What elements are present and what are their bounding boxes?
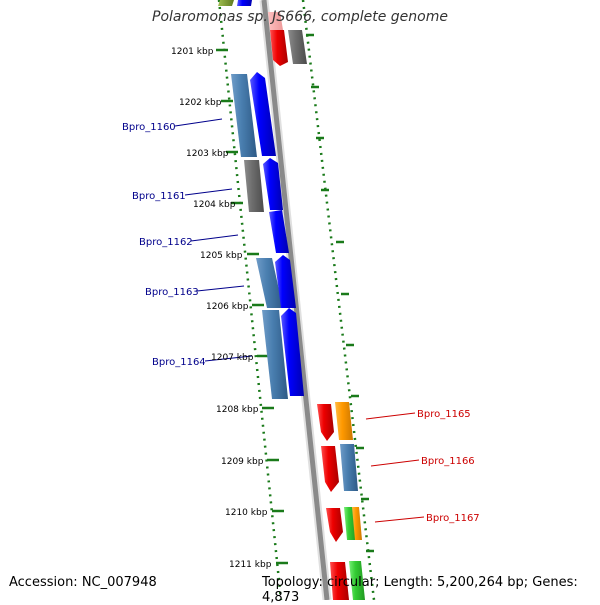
gene-label-bpro-1167: Bpro_1167 — [426, 513, 480, 524]
kbp-label-1208: 1208 kbp — [216, 405, 259, 415]
gene-steel-1166 — [340, 444, 358, 491]
gene-blue-5 — [281, 308, 304, 396]
kbp-label-1203: 1203 kbp — [186, 149, 229, 159]
left-tick-ring — [217, 0, 283, 600]
genome-info-text: Topology: circular; Length: 5,200,264 bp… — [262, 575, 578, 605]
gene-red-top — [270, 30, 288, 66]
gene-steel-2 — [256, 258, 283, 308]
genome-backbone-core — [261, 0, 330, 600]
gene-red-1165 — [317, 404, 334, 441]
left-major-ticks — [216, 48, 288, 565]
gene-blue-partial — [237, 0, 252, 6]
gene-label-bpro-1166: Bpro_1166 — [421, 456, 475, 467]
kbp-label-1206: 1206 kbp — [206, 302, 249, 312]
accession-text: Accession: NC_007948 — [9, 575, 157, 590]
gene-blue-2 — [263, 158, 283, 210]
right-tick-ring — [301, 0, 376, 600]
kbp-label-1210: 1210 kbp — [225, 508, 268, 518]
gene-orange-1165 — [335, 402, 353, 440]
gene-gray-top — [288, 30, 307, 64]
gene-label-bpro-1161: Bpro_1161 — [132, 191, 186, 202]
right-label-leaders — [365, 412, 425, 523]
gene-label-bpro-1162: Bpro_1162 — [139, 237, 193, 248]
map-title: Polaromonas sp. JS666, complete genome — [152, 9, 448, 25]
kbp-label-1211: 1211 kbp — [229, 560, 272, 570]
left-label-leaders — [174, 118, 253, 362]
kbp-label-1205: 1205 kbp — [200, 251, 243, 261]
gene-label-bpro-1165: Bpro_1165 — [417, 409, 471, 420]
gene-blue-1 — [250, 72, 276, 156]
kbp-label-1204: 1204 kbp — [193, 200, 236, 210]
kbp-label-1201: 1201 kbp — [171, 47, 214, 57]
gene-olive-partial — [218, 0, 234, 6]
right-major-ticks — [306, 33, 374, 553]
gene-label-bpro-1163: Bpro_1163 — [145, 287, 199, 298]
gene-steel-1 — [231, 74, 257, 157]
gene-blue-3 — [269, 210, 289, 253]
gene-green-bottom — [349, 561, 365, 600]
kbp-label-1202: 1202 kbp — [179, 98, 222, 108]
gene-red-bottom — [330, 562, 349, 600]
gene-pink-partial — [268, 12, 283, 30]
kbp-label-1207: 1207 kbp — [211, 353, 254, 363]
gene-orange-1167 — [352, 507, 362, 540]
gene-gray-mid — [244, 160, 264, 212]
kbp-label-1209: 1209 kbp — [221, 457, 264, 467]
gene-steel-3 — [262, 310, 288, 399]
gene-red-1166 — [321, 446, 339, 492]
gene-label-bpro-1164: Bpro_1164 — [152, 357, 206, 368]
gene-red-1167 — [326, 508, 343, 542]
gene-label-bpro-1160: Bpro_1160 — [122, 122, 176, 133]
gene-blue-4 — [275, 255, 296, 308]
